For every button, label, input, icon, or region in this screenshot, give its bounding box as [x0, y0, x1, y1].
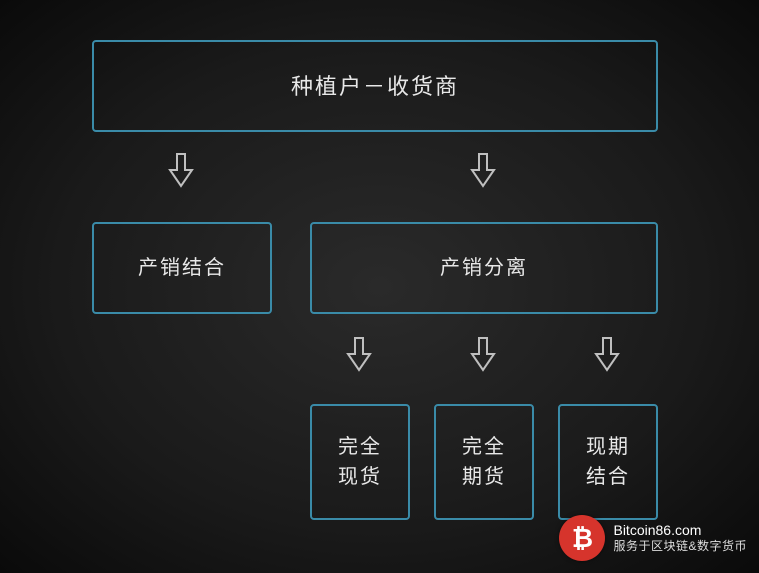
- leaf3-line1: 现期: [586, 436, 630, 458]
- arrow-down-icon: [168, 152, 194, 188]
- bitcoin-logo-icon: [559, 515, 605, 561]
- node-production-sales-combined: 产销结合: [92, 222, 272, 314]
- leaf1-line2: 现货: [338, 466, 382, 488]
- node-leaf1-label: 完全 现货: [338, 432, 382, 492]
- node-left-label: 产销结合: [138, 253, 226, 283]
- arrow-down-icon: [594, 336, 620, 372]
- arrow-down-icon: [470, 152, 496, 188]
- leaf1-line1: 完全: [338, 436, 382, 458]
- node-leaf3-label: 现期 结合: [586, 432, 630, 492]
- node-full-spot: 完全 现货: [310, 404, 410, 520]
- node-leaf2-label: 完全 期货: [462, 432, 506, 492]
- watermark-site: Bitcoin86.com: [613, 522, 747, 539]
- watermark: Bitcoin86.com 服务于区块链&数字货币: [559, 515, 747, 561]
- arrow-down-icon: [346, 336, 372, 372]
- node-root-label: 种植户－收货商: [291, 70, 459, 103]
- node-root: 种植户－收货商: [92, 40, 658, 132]
- leaf2-line2: 期货: [462, 466, 506, 488]
- arrow-down-icon: [470, 336, 496, 372]
- watermark-tagline: 服务于区块链&数字货币: [613, 539, 747, 553]
- node-full-futures: 完全 期货: [434, 404, 534, 520]
- node-production-sales-separated: 产销分离: [310, 222, 658, 314]
- watermark-text: Bitcoin86.com 服务于区块链&数字货币: [613, 522, 747, 553]
- node-right-label: 产销分离: [440, 253, 528, 283]
- leaf3-line2: 结合: [586, 466, 630, 488]
- leaf2-line1: 完全: [462, 436, 506, 458]
- node-spot-futures-combined: 现期 结合: [558, 404, 658, 520]
